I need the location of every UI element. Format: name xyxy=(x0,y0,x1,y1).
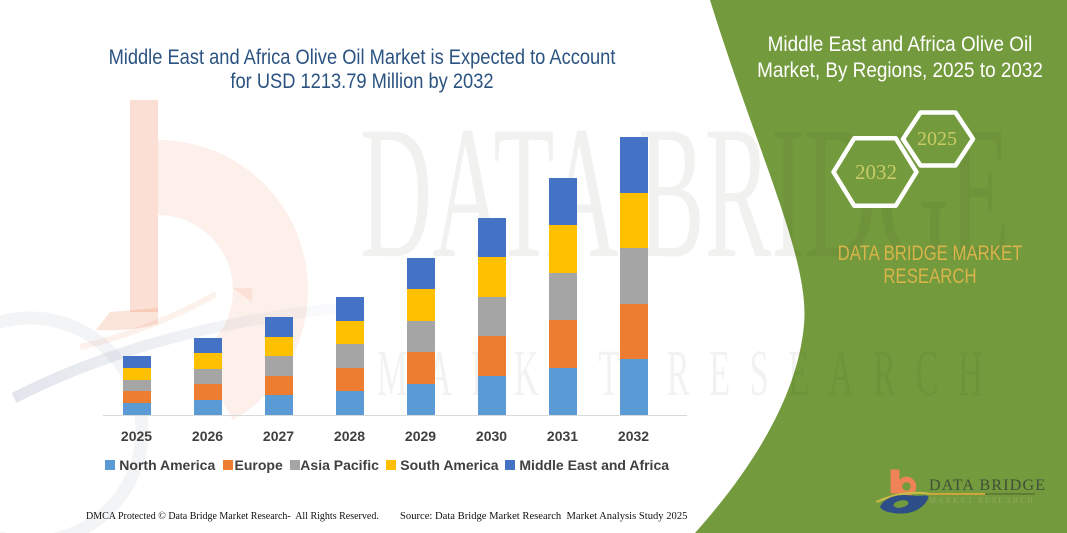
svg-text:MARKET RESEARCH: MARKET RESEARCH xyxy=(377,337,1002,410)
